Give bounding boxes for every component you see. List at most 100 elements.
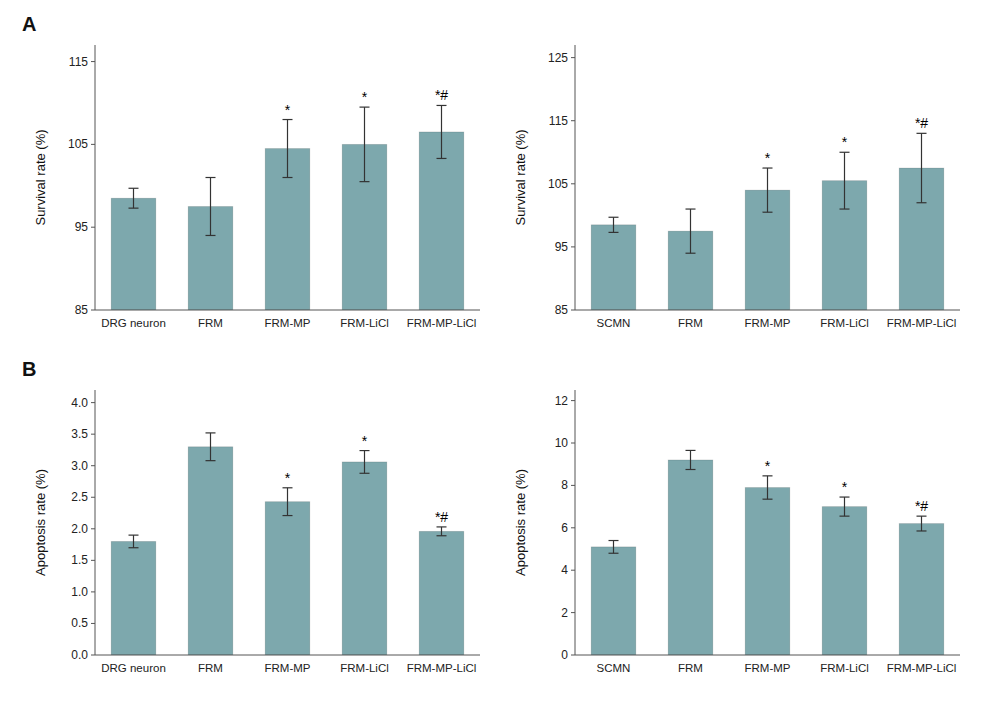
error-stem [690,450,691,469]
y-tick [91,61,95,62]
x-tick-label: FRM [678,317,703,329]
error-cap [609,217,619,218]
error-bar [206,178,216,236]
y-tick-label: 85 [555,303,569,317]
annotation: * [362,433,368,449]
error-stem [844,497,845,516]
y-tick-label: 1.5 [71,553,88,567]
y-tick [91,623,95,624]
bar [668,460,713,655]
y-tick [571,527,575,528]
error-cap [129,547,139,548]
y-tick-label: 105 [68,137,88,151]
x-tick-label: FRM-MP-LiCl [887,317,957,329]
y-tick-label: 0.0 [71,648,88,662]
annotation: * [842,134,848,150]
error-bar [283,120,293,178]
error-bar [129,535,139,548]
y-tick [91,591,95,592]
y-tick [571,655,575,656]
annotation: * [285,102,291,118]
x-tick-label: FRM-LiCl [340,317,389,329]
y-tick-label: 12 [555,394,569,408]
y-tick [571,443,575,444]
y-tick-label: 4 [561,563,568,577]
x-axis-line [575,310,960,311]
error-cap [686,450,696,451]
bar [111,198,156,310]
error-stem [287,488,288,516]
y-tick-label: 125 [548,51,568,65]
error-stem [613,541,614,554]
error-cap [840,496,850,497]
bar [745,488,790,655]
y-tick [91,310,95,311]
error-bar [917,133,927,202]
bar [591,225,636,310]
x-tick-label: FRM-MP-LiCl [407,317,477,329]
annotation: * [285,470,291,486]
y-tick-label: 2.0 [71,522,88,536]
error-cap [840,152,850,153]
error-cap [840,516,850,517]
y-axis-line [575,45,576,310]
error-cap [840,208,850,209]
marks [111,433,464,655]
error-cap [129,535,139,536]
error-cap [129,188,139,189]
x-axis-line [95,655,480,656]
error-bar [206,433,216,461]
error-cap [609,553,619,554]
bar [265,502,310,655]
y-tick [91,560,95,561]
y-tick-label: 2 [561,606,568,620]
y-tick [571,310,575,311]
error-cap [206,235,216,236]
error-cap [206,177,216,178]
bar [822,507,867,655]
error-stem [613,217,614,232]
panel: A***#8595105115DRG neuronFRMFRM-MPFRM-Li… [22,13,480,329]
bar [342,462,387,655]
x-axis-line [575,655,960,656]
y-tick-label: 2.5 [71,490,88,504]
annotation: *# [435,509,448,525]
bar [419,531,464,655]
error-bar [283,488,293,516]
y-tick-label: 85 [75,303,89,317]
x-tick-label: FRM-LiCl [820,662,869,674]
y-tick [571,246,575,247]
y-tick-label: 115 [549,114,568,128]
y-tick [91,227,95,228]
error-cap [360,181,370,182]
error-stem [767,476,768,499]
y-tick-label: 8 [561,478,568,492]
background [0,0,1000,701]
marks [111,105,464,310]
error-bar [360,107,370,182]
bar [899,524,944,655]
y-tick [571,485,575,486]
y-axis-label: Survival rate (%) [513,129,528,225]
x-tick-label: FRM-MP-LiCl [407,662,477,674]
error-stem [133,188,134,208]
y-tick-label: 3.5 [71,427,88,441]
annotation: * [765,458,771,474]
y-axis-line [95,45,96,310]
x-tick-label: FRM [678,662,703,674]
error-stem [364,451,365,474]
x-tick-label: FRM-LiCl [820,317,869,329]
y-tick-label: 1.0 [71,585,88,599]
x-tick-label: FRM [198,317,223,329]
y-tick [91,497,95,498]
figure: A***#8595105115DRG neuronFRMFRM-MPFRM-Li… [0,0,1000,701]
y-tick [91,655,95,656]
error-stem [921,516,922,531]
error-cap [437,526,447,527]
y-axis-label: Survival rate (%) [33,129,48,225]
x-tick-label: FRM-LiCl [340,662,389,674]
y-tick-label: 4.0 [71,396,88,410]
y-tick [571,612,575,613]
y-tick [91,144,95,145]
panel: ***#024681012SCMNFRMFRM-MPFRM-LiClFRM-MP… [513,390,960,674]
